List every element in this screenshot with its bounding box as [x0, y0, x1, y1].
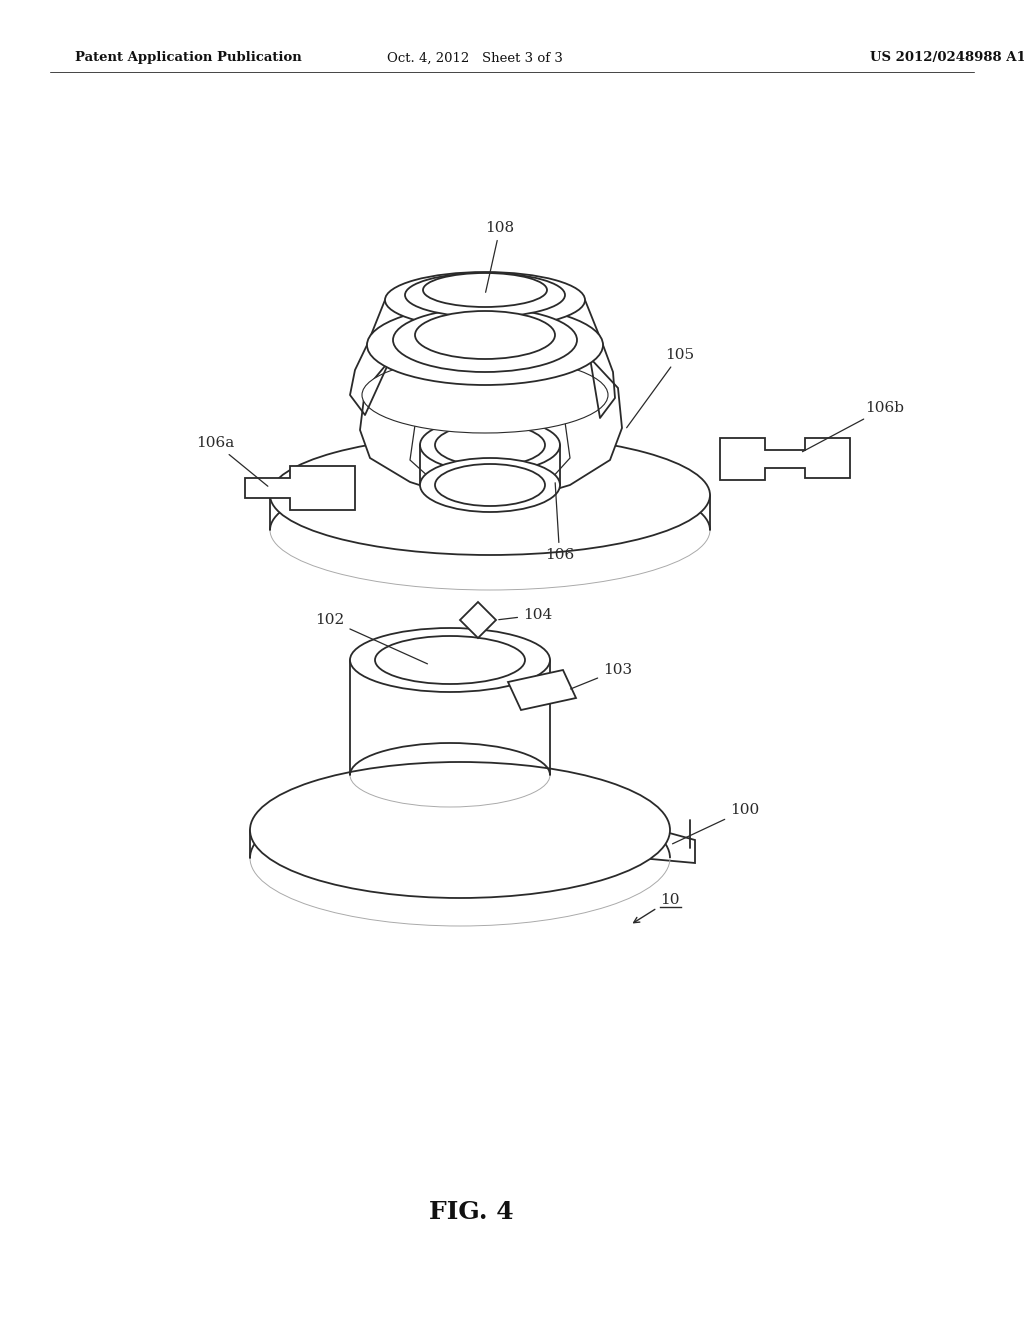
Text: 100: 100 [673, 803, 759, 843]
Ellipse shape [385, 272, 585, 327]
Ellipse shape [375, 636, 525, 684]
Ellipse shape [435, 424, 545, 466]
Polygon shape [360, 325, 622, 506]
Ellipse shape [367, 305, 603, 385]
Text: 106a: 106a [196, 436, 268, 486]
Polygon shape [640, 825, 695, 863]
Text: 10: 10 [634, 894, 680, 923]
Ellipse shape [420, 458, 560, 512]
Ellipse shape [393, 308, 577, 372]
Polygon shape [410, 389, 570, 495]
Text: 102: 102 [315, 612, 427, 664]
Text: 106: 106 [545, 483, 574, 562]
Text: US 2012/0248988 A1: US 2012/0248988 A1 [870, 51, 1024, 65]
Ellipse shape [362, 356, 608, 433]
Ellipse shape [406, 273, 565, 317]
Text: 106b: 106b [803, 401, 904, 451]
Ellipse shape [270, 436, 710, 554]
Ellipse shape [420, 418, 560, 473]
Text: Patent Application Publication: Patent Application Publication [75, 51, 302, 65]
Polygon shape [445, 407, 535, 477]
Ellipse shape [250, 762, 670, 898]
Polygon shape [720, 438, 850, 480]
Text: 104: 104 [499, 609, 552, 622]
Text: 108: 108 [485, 220, 515, 292]
Polygon shape [460, 602, 496, 638]
Text: FIG. 4: FIG. 4 [429, 1200, 513, 1224]
Text: 103: 103 [570, 663, 632, 689]
Text: Oct. 4, 2012   Sheet 3 of 3: Oct. 4, 2012 Sheet 3 of 3 [387, 51, 563, 65]
Text: 105: 105 [627, 348, 694, 428]
Ellipse shape [435, 465, 545, 506]
Polygon shape [508, 671, 575, 710]
Ellipse shape [415, 312, 555, 359]
Ellipse shape [350, 628, 550, 692]
Polygon shape [245, 466, 355, 510]
Ellipse shape [423, 273, 547, 308]
